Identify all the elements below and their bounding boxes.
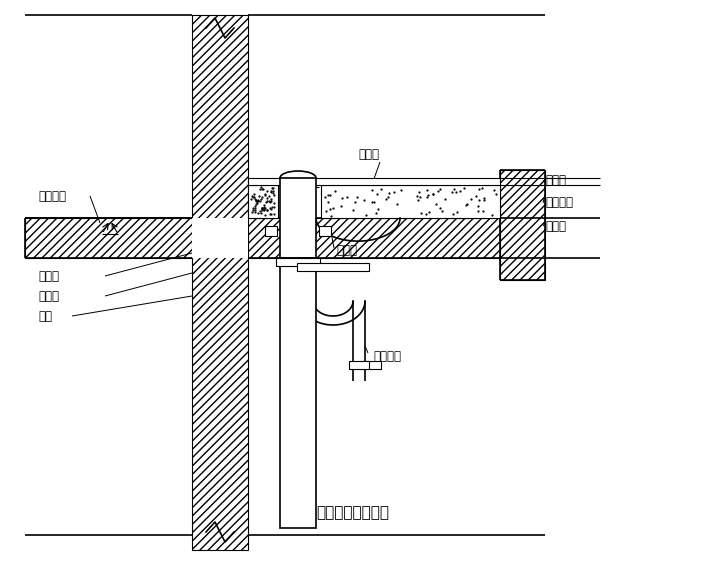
Text: 水泥炉渣: 水泥炉渣 [545, 196, 573, 209]
Text: 排水管防水构造图: 排水管防水构造图 [316, 506, 390, 521]
Bar [248, 218, 500, 258]
Text: 大便器: 大便器 [358, 149, 379, 162]
Text: 防水层: 防水层 [545, 220, 566, 233]
Text: 砼框边: 砼框边 [38, 270, 59, 283]
Text: 套管: 套管 [38, 310, 52, 323]
Text: 抹灰层: 抹灰层 [545, 175, 566, 187]
Bar [319, 226, 331, 236]
Bar [280, 178, 316, 258]
Bar [248, 185, 278, 218]
Text: 细石砼: 细石砼 [38, 289, 59, 302]
Text: 排水立管: 排水立管 [373, 350, 401, 363]
Bar [276, 258, 320, 266]
Bar [248, 178, 500, 185]
Bar [280, 258, 316, 528]
Text: 止水条: 止水条 [336, 244, 357, 257]
Bar [500, 170, 545, 280]
Bar [192, 15, 248, 550]
Bar [349, 361, 369, 369]
Bar [297, 263, 369, 271]
Bar [265, 226, 277, 236]
Bar [192, 218, 248, 258]
Bar [25, 218, 192, 258]
Bar [361, 361, 381, 369]
Text: 室内地面: 室内地面 [38, 190, 66, 203]
Bar [321, 185, 500, 218]
